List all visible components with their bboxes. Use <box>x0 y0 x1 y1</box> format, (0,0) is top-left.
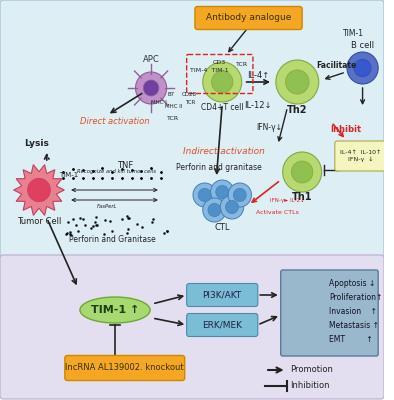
Circle shape <box>210 180 234 204</box>
Text: IL-12↓: IL-12↓ <box>245 100 272 110</box>
Circle shape <box>220 195 243 219</box>
Text: EMT         ↑: EMT ↑ <box>329 336 373 344</box>
FancyBboxPatch shape <box>187 284 258 306</box>
Text: FasPerL: FasPerL <box>97 204 117 210</box>
Text: Lysis: Lysis <box>24 138 50 148</box>
Text: Invasion    ↑: Invasion ↑ <box>329 308 377 316</box>
Circle shape <box>354 59 371 77</box>
Text: APC: APC <box>143 56 160 64</box>
Text: Recognize and kill tumor cells: Recognize and kill tumor cells <box>78 170 156 174</box>
Circle shape <box>193 183 216 207</box>
FancyBboxPatch shape <box>65 356 185 380</box>
Circle shape <box>228 183 251 207</box>
Text: TIM-4  TIM-1: TIM-4 TIM-1 <box>190 68 229 72</box>
Text: Th2: Th2 <box>287 105 308 115</box>
Polygon shape <box>14 165 64 215</box>
Text: CD4+T cell: CD4+T cell <box>201 102 243 112</box>
Text: Tumor Cell: Tumor Cell <box>17 218 61 226</box>
FancyBboxPatch shape <box>195 6 302 30</box>
Circle shape <box>292 161 313 183</box>
Text: Th1: Th1 <box>292 192 312 202</box>
Circle shape <box>136 72 167 104</box>
Text: IFN-γ↓: IFN-γ↓ <box>256 122 282 132</box>
FancyBboxPatch shape <box>281 270 378 356</box>
Text: Activate CTLs: Activate CTLs <box>256 210 299 214</box>
Text: Antibody analogue: Antibody analogue <box>206 14 291 22</box>
Text: Indirect activation: Indirect activation <box>183 148 265 156</box>
Text: B7: B7 <box>168 92 175 96</box>
Text: TCR: TCR <box>236 62 248 68</box>
Text: lncRNA AL139002. knockout: lncRNA AL139002. knockout <box>65 364 184 372</box>
FancyBboxPatch shape <box>187 314 258 336</box>
Text: CD28: CD28 <box>182 92 197 96</box>
Text: IL-4↑: IL-4↑ <box>247 72 269 80</box>
Text: TIM-1: TIM-1 <box>59 172 78 178</box>
Ellipse shape <box>80 297 150 323</box>
Circle shape <box>203 62 242 102</box>
Text: PI3K/AKT: PI3K/AKT <box>203 290 242 300</box>
Circle shape <box>143 80 159 96</box>
Text: CD3: CD3 <box>213 60 226 64</box>
Text: Metastasis ↑: Metastasis ↑ <box>329 322 379 330</box>
Text: TCR: TCR <box>185 100 195 106</box>
Text: Direct activation: Direct activation <box>80 118 150 126</box>
Circle shape <box>286 70 309 94</box>
FancyBboxPatch shape <box>0 0 384 258</box>
Text: IFN-γ► IL-2↓: IFN-γ► IL-2↓ <box>270 197 305 203</box>
Circle shape <box>212 71 233 93</box>
Text: ERK/MEK: ERK/MEK <box>202 320 242 330</box>
Text: Perforin and Granitase: Perforin and Granitase <box>69 236 156 244</box>
Text: CTL: CTL <box>214 224 230 232</box>
Text: Promotion: Promotion <box>290 366 333 374</box>
Text: Proliferation↑: Proliferation↑ <box>329 294 383 302</box>
Circle shape <box>216 185 229 198</box>
Circle shape <box>347 52 378 84</box>
Text: Apoptosis ↓: Apoptosis ↓ <box>329 280 376 288</box>
FancyBboxPatch shape <box>335 141 387 171</box>
Text: TCR: TCR <box>167 116 180 120</box>
Text: TIM-1 ↑: TIM-1 ↑ <box>91 305 139 315</box>
Circle shape <box>233 188 246 202</box>
Circle shape <box>198 188 211 202</box>
Circle shape <box>276 60 319 104</box>
Circle shape <box>208 203 221 217</box>
Text: MHC I: MHC I <box>151 100 167 106</box>
Circle shape <box>282 152 322 192</box>
Circle shape <box>203 198 226 222</box>
Text: Inhibit: Inhibit <box>331 126 362 134</box>
FancyBboxPatch shape <box>0 255 384 399</box>
Text: Inhibition: Inhibition <box>290 382 330 390</box>
Circle shape <box>28 178 50 202</box>
Text: MHC II: MHC II <box>165 104 182 108</box>
Text: B cell: B cell <box>351 40 374 50</box>
Text: Facilitate: Facilitate <box>316 60 357 70</box>
Text: TIM-1: TIM-1 <box>343 30 364 38</box>
Circle shape <box>225 200 238 214</box>
Text: Perforin and granitase: Perforin and granitase <box>177 164 262 172</box>
Text: IL-4↑  IL-10↑
IFN-γ  ↓: IL-4↑ IL-10↑ IFN-γ ↓ <box>340 150 381 162</box>
Text: TNF: TNF <box>117 160 133 170</box>
